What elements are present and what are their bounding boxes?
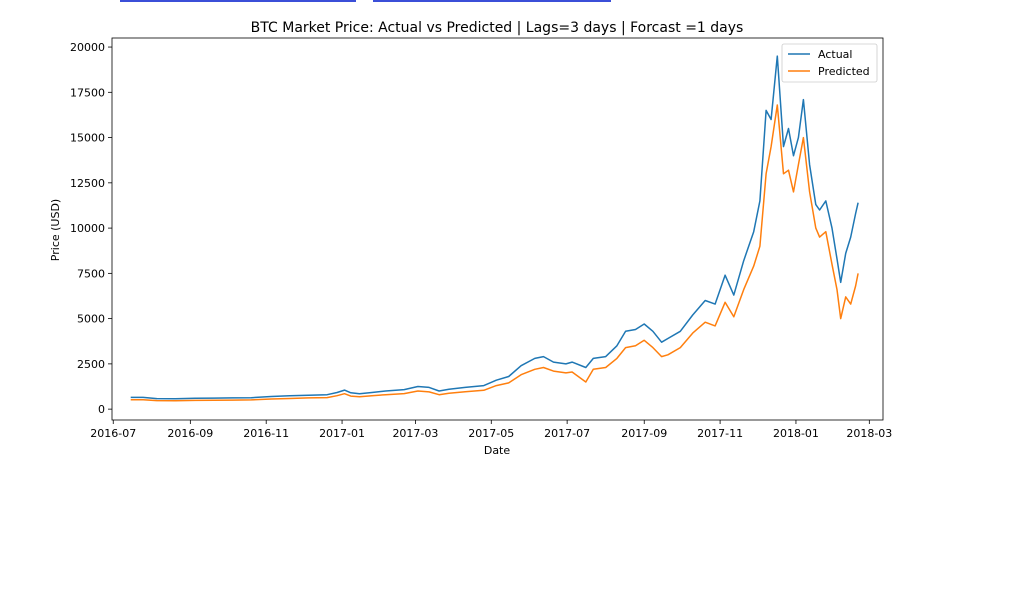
legend-label-actual: Actual <box>818 48 852 61</box>
y-tick-label: 15000 <box>70 132 105 145</box>
y-tick-label: 0 <box>98 403 105 416</box>
y-tick-label: 12500 <box>70 177 105 190</box>
legend-label-predicted: Predicted <box>818 65 870 78</box>
x-tick-label: 2017-05 <box>468 427 514 440</box>
chart-title: BTC Market Price: Actual vs Predicted | … <box>251 20 744 36</box>
clipped-link-bar <box>120 0 356 2</box>
x-tick-label: 2017-09 <box>621 427 667 440</box>
x-tick-label: 2017-03 <box>392 427 438 440</box>
x-axis-label: Date <box>484 444 511 457</box>
x-tick-label: 2017-07 <box>544 427 590 440</box>
y-tick-label: 20000 <box>70 41 105 54</box>
y-tick-label: 7500 <box>77 267 105 280</box>
x-tick-label: 2016-07 <box>90 427 136 440</box>
clipped-link-bar <box>373 0 611 2</box>
series-lines <box>130 55 859 402</box>
x-tick-label: 2016-11 <box>243 427 289 440</box>
x-tick-label: 2016-09 <box>167 427 213 440</box>
y-tick-label: 10000 <box>70 222 105 235</box>
series-line-predicted <box>130 104 859 402</box>
legend: Actual Predicted <box>781 43 878 83</box>
y-tick-label: 2500 <box>77 358 105 371</box>
x-tick-label: 2018-01 <box>773 427 819 440</box>
y-axis-label: Price (USD) <box>49 199 62 261</box>
y-tick-label: 17500 <box>70 86 105 99</box>
x-tick-label: 2017-11 <box>697 427 743 440</box>
y-axis: 0 2500 5000 7500 10000 12500 15000 17500 20000 <box>70 41 112 416</box>
x-axis: 2016-07 2016-09 2016-11 2017-01 2017-03 2017-… <box>90 420 892 440</box>
x-tick-label: 2018-03 <box>846 427 892 440</box>
series-line-actual <box>130 55 859 400</box>
x-tick-label: 2017-01 <box>319 427 365 440</box>
y-tick-label: 5000 <box>77 313 105 326</box>
plot-area <box>111 37 884 421</box>
